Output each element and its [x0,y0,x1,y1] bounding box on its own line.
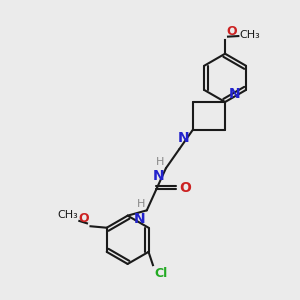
Text: H: H [156,158,164,167]
Text: O: O [226,26,237,38]
Text: O: O [179,181,191,194]
Text: O: O [78,212,89,225]
Text: N: N [229,87,240,101]
Text: N: N [178,131,189,145]
Text: Cl: Cl [154,268,168,281]
Text: CH₃: CH₃ [239,31,260,40]
Text: N: N [152,169,164,183]
Text: H: H [136,200,145,209]
Text: N: N [134,212,145,226]
Text: CH₃: CH₃ [58,210,78,220]
